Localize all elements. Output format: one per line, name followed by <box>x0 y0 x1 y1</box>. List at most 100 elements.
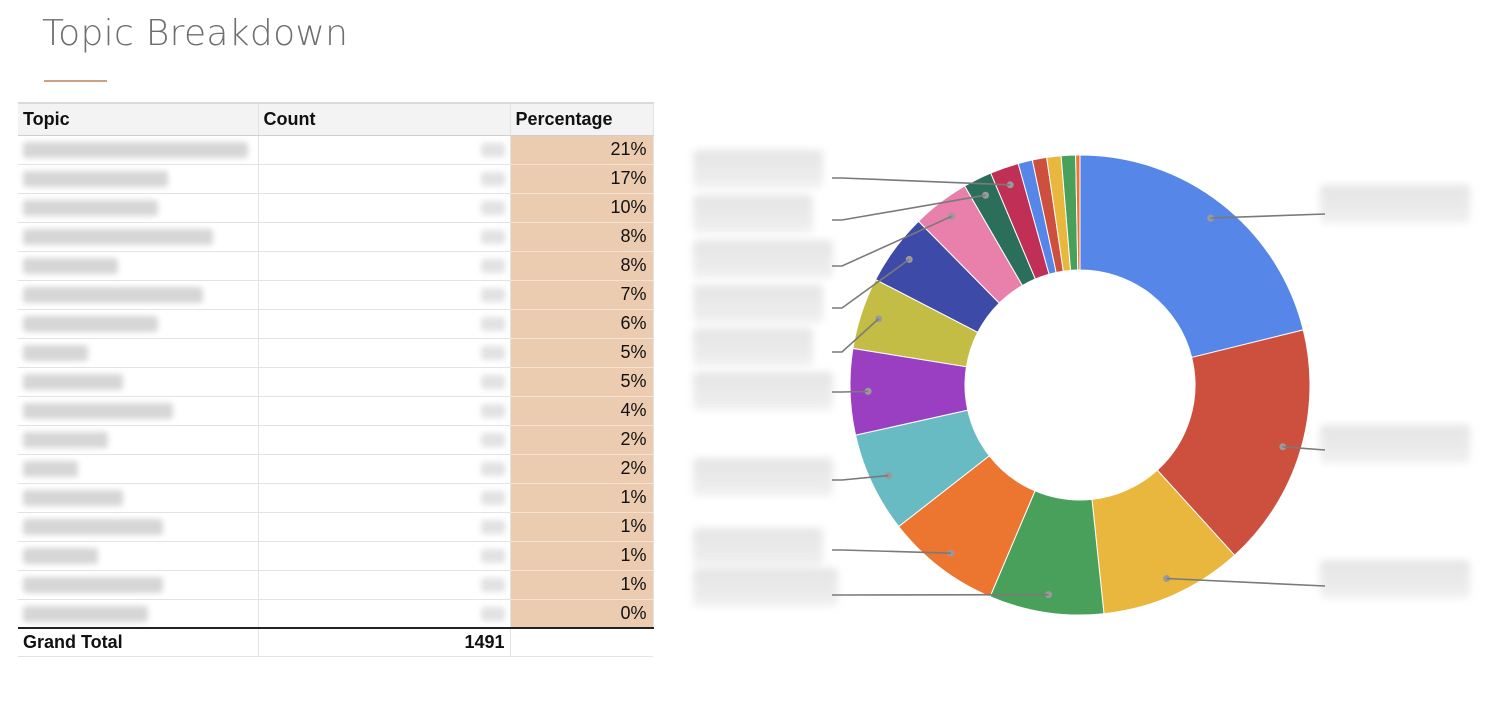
legend-label-redacted <box>1320 425 1470 463</box>
table-row: 8% <box>18 222 654 252</box>
leader-line <box>832 194 986 221</box>
redacted-text <box>23 287 203 304</box>
redacted-text <box>23 403 173 420</box>
redacted-text <box>23 490 123 507</box>
percentage-cell: 5% <box>510 367 654 397</box>
redacted-text <box>480 375 505 390</box>
redacted-text <box>23 461 78 478</box>
count-cell-redacted <box>258 193 511 223</box>
topic-cell-redacted <box>18 338 259 368</box>
grand-total-count: 1491 <box>258 627 511 657</box>
legend-label-redacted <box>693 285 823 323</box>
leader-line <box>1210 213 1326 219</box>
header-topic[interactable]: Topic <box>18 103 259 136</box>
topic-cell-redacted <box>18 251 259 281</box>
topic-cell-redacted <box>18 425 259 455</box>
topic-cell-redacted <box>18 483 259 513</box>
redacted-text <box>480 433 505 448</box>
donut-slices <box>849 154 1311 616</box>
leader-line <box>832 318 880 353</box>
percentage-cell: 0% <box>510 599 654 629</box>
topic-cell-redacted <box>18 135 259 165</box>
count-cell-redacted <box>258 251 511 281</box>
table-row: 21% <box>18 135 654 165</box>
table-row: 1% <box>18 570 654 600</box>
table-row: 17% <box>18 164 654 194</box>
table-row: 8% <box>18 251 654 281</box>
percentage-cell: 1% <box>510 483 654 513</box>
table-row: 0% <box>18 599 654 629</box>
redacted-text <box>23 171 168 188</box>
count-cell-redacted <box>258 541 511 571</box>
redacted-text <box>23 316 158 333</box>
percentage-cell: 1% <box>510 512 654 542</box>
slice-marker-dot <box>864 387 872 395</box>
leader-line <box>1282 446 1326 451</box>
percentage-cell: 8% <box>510 251 654 281</box>
legend-label-redacted <box>693 195 813 233</box>
count-cell-redacted <box>258 338 511 368</box>
topic-cell-redacted <box>18 454 259 484</box>
redacted-text <box>480 259 505 274</box>
redacted-text <box>480 520 505 535</box>
count-cell-redacted <box>258 222 511 252</box>
donut-slice[interactable] <box>1075 154 1081 271</box>
percentage-cell: 1% <box>510 541 654 571</box>
topic-cell-redacted <box>18 396 259 426</box>
leader-lines <box>832 177 1326 599</box>
header-percentage[interactable]: Percentage <box>510 103 654 136</box>
slice-marker-dot <box>947 212 955 220</box>
leader-line <box>832 390 869 393</box>
percentage-cell: 6% <box>510 309 654 339</box>
legend-label-redacted <box>693 528 823 566</box>
slice-marker-dot <box>947 549 955 557</box>
leader-line <box>832 258 910 309</box>
redacted-text <box>480 404 505 419</box>
redacted-text <box>480 578 505 593</box>
topic-cell-redacted <box>18 367 259 397</box>
legend-label-redacted <box>1320 185 1470 223</box>
header-count[interactable]: Count <box>258 103 511 136</box>
topic-cell-redacted <box>18 309 259 339</box>
redacted-text <box>23 142 248 159</box>
redacted-text <box>480 346 505 361</box>
count-cell-redacted <box>258 396 511 426</box>
table-row: 2% <box>18 425 654 455</box>
donut-slice[interactable] <box>1079 154 1304 359</box>
leader-line <box>1166 577 1326 587</box>
table-row: 4% <box>18 396 654 426</box>
count-cell-redacted <box>258 367 511 397</box>
count-cell-redacted <box>258 280 511 310</box>
redacted-text <box>23 519 163 536</box>
table-row: 7% <box>18 280 654 310</box>
topic-cell-redacted <box>18 512 259 542</box>
leader-line <box>832 549 951 554</box>
topic-table: Topic Count Percentage 21% 17% 10% 8% 8% 7% 6%… <box>18 102 654 657</box>
redacted-text <box>480 172 505 187</box>
slice-marker-dot <box>982 191 990 199</box>
grand-total-percentage <box>510 627 653 657</box>
legend-label-redacted <box>693 240 833 278</box>
redacted-text <box>23 548 98 565</box>
redacted-text <box>23 345 88 362</box>
legend-label-redacted <box>693 328 813 366</box>
redacted-text <box>480 462 505 477</box>
grand-total-row: Grand Total 1491 <box>18 627 653 657</box>
redacted-text <box>480 288 505 303</box>
legend-label-redacted <box>693 458 833 496</box>
percentage-cell: 17% <box>510 164 654 194</box>
table-row: 1% <box>18 483 654 513</box>
donut-slice[interactable] <box>1156 329 1311 556</box>
table-header-row: Topic Count Percentage <box>18 103 654 136</box>
redacted-text <box>480 201 505 216</box>
count-cell-redacted <box>258 425 511 455</box>
count-cell-redacted <box>258 164 511 194</box>
leader-line <box>832 474 889 481</box>
legend-label-redacted <box>693 372 833 410</box>
count-cell-redacted <box>258 483 511 513</box>
table-row: 2% <box>18 454 654 484</box>
redacted-text <box>23 229 213 246</box>
page-title: Topic Breakdown <box>42 13 349 54</box>
topic-cell-redacted <box>18 570 259 600</box>
